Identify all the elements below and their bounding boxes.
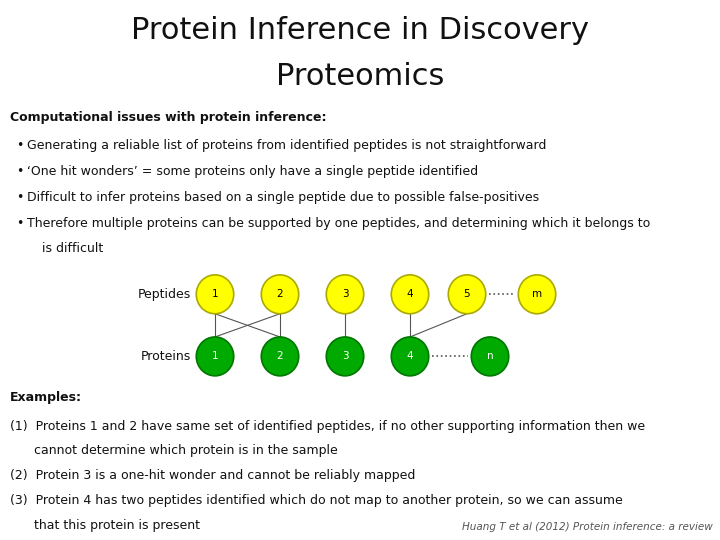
Ellipse shape [472,337,509,376]
Ellipse shape [518,275,556,314]
Ellipse shape [391,275,428,314]
Ellipse shape [197,337,234,376]
Text: Proteomics: Proteomics [276,62,444,91]
Text: 1: 1 [212,289,218,299]
Text: 4: 4 [407,352,413,361]
Text: •: • [16,139,23,152]
Text: Protein Inference in Discovery: Protein Inference in Discovery [131,16,589,45]
Text: m: m [532,289,542,299]
Text: Peptides: Peptides [138,288,191,301]
Text: 1: 1 [212,352,218,361]
Ellipse shape [197,275,234,314]
Ellipse shape [326,337,364,376]
Text: 4: 4 [407,289,413,299]
Text: Generating a reliable list of proteins from identified peptides is not straightf: Generating a reliable list of proteins f… [27,139,546,152]
Text: Examples:: Examples: [10,392,82,404]
Text: 5: 5 [464,289,470,299]
Text: •: • [16,191,23,204]
Text: •: • [16,165,23,178]
Text: n: n [487,352,493,361]
Text: Computational issues with protein inference:: Computational issues with protein infere… [10,111,327,124]
Text: Proteins: Proteins [140,350,191,363]
Text: 2: 2 [276,352,283,361]
Text: 3: 3 [342,352,348,361]
Text: (3)  Protein 4 has two peptides identified which do not map to another protein, : (3) Protein 4 has two peptides identifie… [10,494,623,507]
Text: (2)  Protein 3 is a one-hit wonder and cannot be reliably mapped: (2) Protein 3 is a one-hit wonder and ca… [10,469,415,482]
Text: Difficult to infer proteins based on a single peptide due to possible false-posi: Difficult to infer proteins based on a s… [27,191,539,204]
Text: Therefore multiple proteins can be supported by one peptides, and determining wh: Therefore multiple proteins can be suppo… [27,217,651,230]
Text: (1)  Proteins 1 and 2 have same set of identified peptides, if no other supporti: (1) Proteins 1 and 2 have same set of id… [10,420,645,433]
Text: is difficult: is difficult [42,242,103,255]
Ellipse shape [326,275,364,314]
Ellipse shape [261,337,299,376]
Text: 3: 3 [342,289,348,299]
Text: •: • [16,217,23,230]
Ellipse shape [449,275,486,314]
Text: Huang T et al (2012) Protein inference: a review: Huang T et al (2012) Protein inference: … [462,522,713,532]
Text: that this protein is present: that this protein is present [10,519,200,532]
Ellipse shape [391,337,428,376]
Ellipse shape [261,275,299,314]
Text: 2: 2 [276,289,283,299]
Text: ‘One hit wonders’ = some proteins only have a single peptide identified: ‘One hit wonders’ = some proteins only h… [27,165,479,178]
Text: cannot determine which protein is in the sample: cannot determine which protein is in the… [10,444,338,457]
